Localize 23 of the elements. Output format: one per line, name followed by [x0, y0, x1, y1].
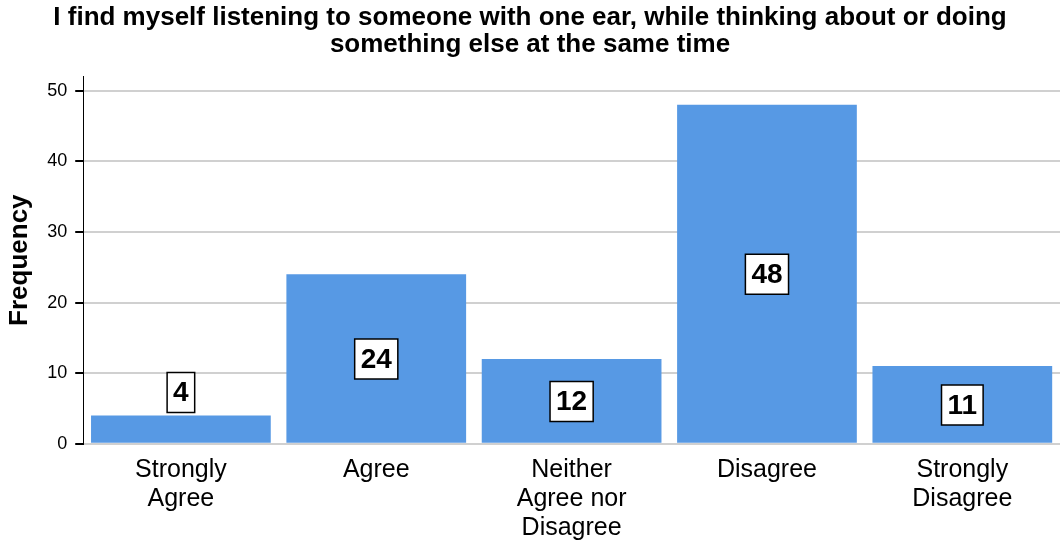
data-label: 48 — [751, 258, 783, 290]
data-label: 11 — [947, 388, 978, 420]
data-label: 4 — [173, 376, 190, 408]
y-tick-label: 30 — [47, 220, 68, 241]
bar — [481, 359, 662, 443]
bar — [872, 366, 1053, 443]
y-tick-label: 50 — [47, 79, 68, 100]
y-tick-label: 20 — [47, 291, 68, 312]
data-label: 12 — [556, 385, 588, 417]
x-tick-label: Agree — [342, 454, 410, 483]
bar — [91, 415, 271, 443]
y-axis-title: Frequency — [2, 193, 33, 326]
x-tick-label: Disagree — [716, 454, 817, 483]
chart-title: I find myself listening to someone with one ear, while thinking about or doing something else at the same time — [53, 0, 1007, 59]
y-tick-label: 10 — [47, 362, 68, 383]
y-tick-label: 40 — [47, 150, 68, 171]
x-tick-label: Strongly Agree — [135, 454, 228, 511]
data-label: 24 — [360, 342, 393, 374]
bar — [286, 274, 467, 443]
y-tick-label: 0 — [57, 432, 68, 453]
bar — [677, 104, 857, 443]
x-tick-label: Neither Agree nor Disagree — [516, 454, 627, 540]
x-tick-label: Strongly Disagree — [912, 454, 1013, 511]
